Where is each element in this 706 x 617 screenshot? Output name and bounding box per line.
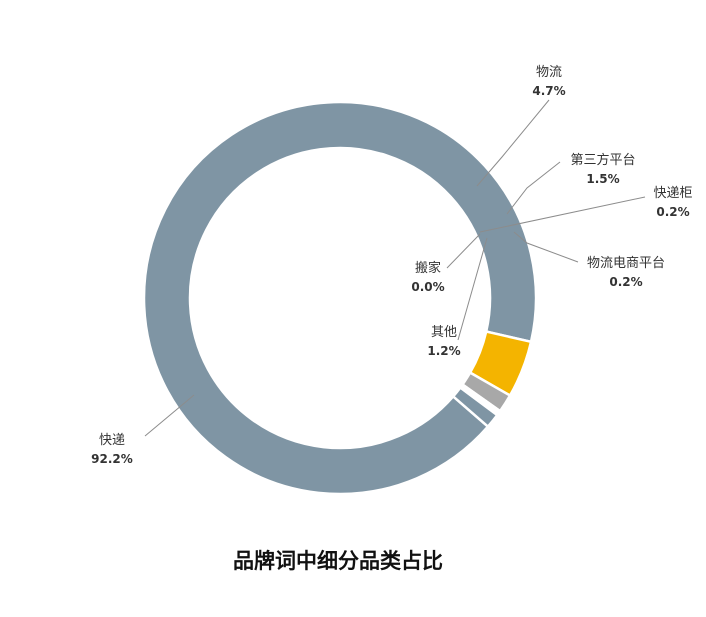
slice-5-leader <box>513 231 579 263</box>
leader-lines <box>144 99 646 437</box>
chart-title: 品牌词中细分品类占比 <box>233 549 443 573</box>
slice-6-label: 其他 <box>431 325 457 340</box>
slice-2-leader <box>476 99 550 187</box>
slice-4-label: 快递柜 <box>653 186 692 201</box>
slice-3-leader <box>506 161 561 215</box>
donut-slices <box>142 100 538 496</box>
slice-3-value: 1.5% <box>586 172 619 186</box>
slice-5-label: 物流电商平台 <box>587 256 665 271</box>
slice-1-value: 92.2% <box>91 452 133 466</box>
slice-5-value: 0.2% <box>609 275 642 289</box>
slice-labels: 快递 92.2% 物流 4.7% 第三方平台 1.5% 快递柜 0.2% 物流电商平台 0.2% 其… <box>91 65 692 466</box>
slice-7-value: 0.0% <box>411 280 444 294</box>
slice-1-label: 快递 <box>99 433 125 448</box>
slice-1 <box>142 100 538 496</box>
slice-2-label: 物流 <box>536 65 562 80</box>
slice-6-leader <box>457 237 488 341</box>
slice-7-label: 搬家 <box>415 260 441 276</box>
slice-2-value: 4.7% <box>532 84 565 98</box>
slice-7-leader <box>446 233 481 269</box>
slice-3-label: 第三方平台 <box>570 152 635 168</box>
slice-6 <box>451 385 499 429</box>
slice-4-leader <box>479 196 646 233</box>
slice-1-leader <box>144 394 195 437</box>
slice-6-value: 1.2% <box>427 344 460 358</box>
slice-4-value: 0.2% <box>656 205 689 219</box>
